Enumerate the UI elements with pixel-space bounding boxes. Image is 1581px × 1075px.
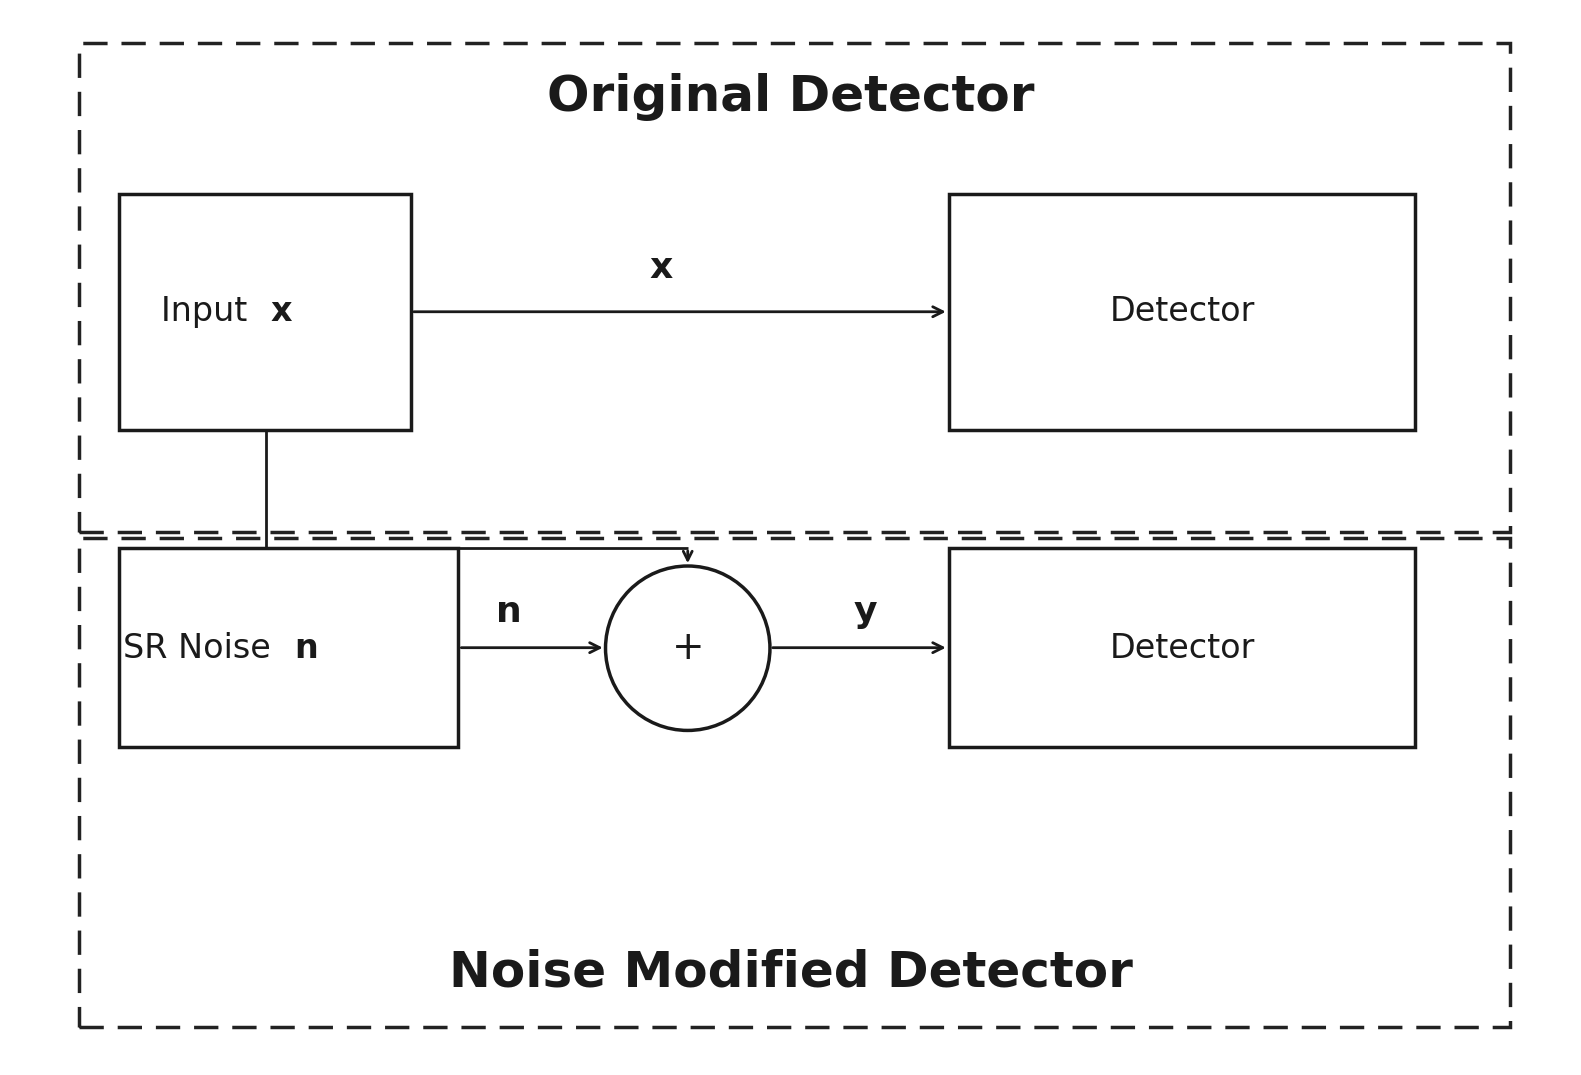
Text: SR Noise: SR Noise <box>123 632 281 664</box>
Bar <box>79 538 1510 1027</box>
Text: +: + <box>672 629 704 668</box>
Text: y: y <box>854 594 876 629</box>
Text: Detector: Detector <box>1110 296 1255 328</box>
Ellipse shape <box>606 567 770 730</box>
Text: Original Detector: Original Detector <box>547 73 1034 120</box>
Bar <box>949 548 1415 747</box>
Text: n: n <box>496 594 522 629</box>
Text: Detector: Detector <box>1110 632 1255 664</box>
Text: Input: Input <box>161 296 258 328</box>
Bar <box>79 43 1510 532</box>
Text: Noise Modified Detector: Noise Modified Detector <box>449 949 1132 997</box>
Text: x: x <box>650 250 672 285</box>
Text: n: n <box>294 632 318 664</box>
Bar <box>949 194 1415 430</box>
Bar <box>119 548 458 747</box>
Text: x: x <box>270 296 292 328</box>
Bar <box>119 194 411 430</box>
